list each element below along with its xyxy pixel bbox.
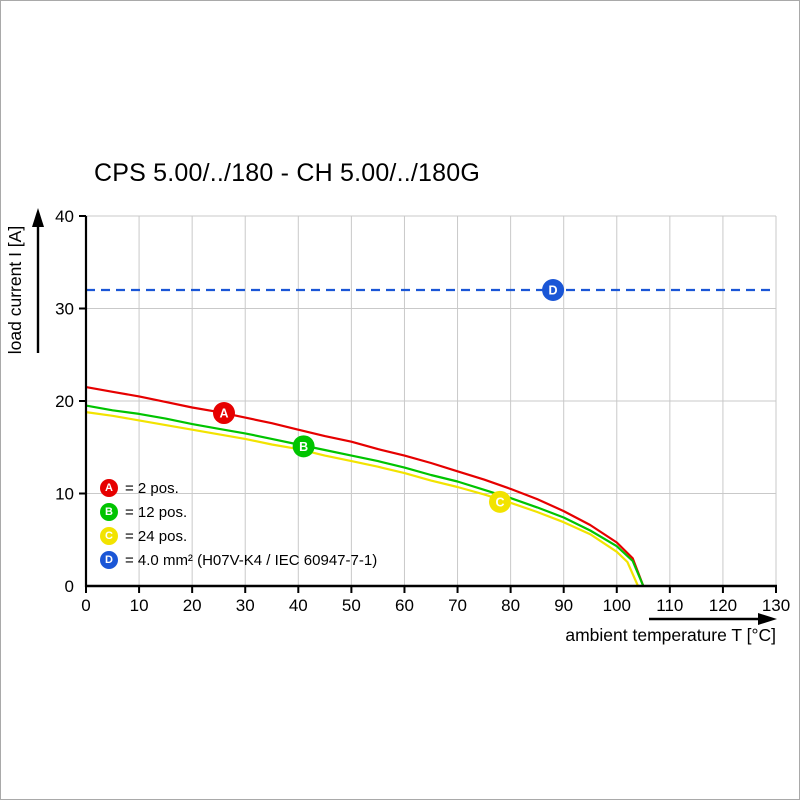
y-arrow-head: [32, 208, 44, 227]
y-tick-label: 0: [65, 577, 74, 596]
x-tick-label: 110: [656, 596, 683, 615]
x-tick-label: 30: [236, 596, 255, 615]
x-tick-label: 40: [289, 596, 308, 615]
legend-item-a: A = 2 pos.: [100, 479, 377, 497]
x-arrow-head: [758, 613, 777, 625]
x-tick-label: 50: [342, 596, 361, 615]
curve-C: [85, 411, 640, 587]
x-tick-label: 100: [603, 596, 631, 615]
legend-label-c: = 24 pos.: [125, 527, 188, 545]
legend-marker-a: A: [100, 479, 118, 497]
marker-letter-C: C: [495, 495, 504, 509]
y-tick-label: 20: [55, 392, 74, 411]
curve-B: [85, 404, 645, 587]
chart-title: CPS 5.00/../180 - CH 5.00/../180G: [94, 159, 480, 187]
marker-B: [292, 435, 315, 458]
curve-A: [85, 386, 645, 587]
marker-C: [489, 490, 511, 513]
x-tick-label: 20: [183, 596, 202, 615]
legend-marker-c: C: [100, 527, 118, 545]
x-tick-label: 10: [130, 596, 149, 615]
legend-marker-b: B: [100, 503, 118, 521]
y-tick-label: 40: [55, 207, 74, 226]
marker-letter-A: A: [219, 407, 228, 421]
x-axis-label: ambient temperature T [°C]: [565, 625, 776, 645]
legend-item-c: C = 24 pos.: [100, 527, 377, 545]
y-tick-label: 30: [55, 300, 74, 319]
x-tick-label: 130: [762, 596, 790, 615]
legend-marker-d: D: [100, 551, 118, 569]
marker-letter-D: D: [549, 284, 558, 298]
y-tick-label: 10: [55, 485, 74, 504]
legend-item-b: B = 12 pos.: [100, 503, 377, 521]
marker-letter-B: B: [299, 440, 308, 454]
x-tick-label: 0: [81, 596, 90, 615]
legend: A = 2 pos. B = 12 pos. C = 24 pos. D = 4…: [100, 479, 377, 569]
legend-item-d: D = 4.0 mm² (H07V-K4 / IEC 60947-7-1): [100, 551, 377, 569]
x-tick-label: 120: [709, 596, 737, 615]
marker-A: [213, 402, 235, 425]
y-axis-label: load current I [A]: [5, 226, 25, 354]
x-tick-label: 70: [448, 596, 467, 615]
x-tick-label: 80: [501, 596, 520, 615]
legend-label-d: = 4.0 mm² (H07V-K4 / IEC 60947-7-1): [125, 551, 378, 569]
marker-D: [542, 279, 565, 301]
x-tick-label: 90: [554, 596, 573, 615]
legend-label-a: = 2 pos.: [125, 479, 179, 497]
legend-label-b: = 12 pos.: [125, 503, 188, 521]
x-tick-label: 60: [395, 596, 414, 615]
